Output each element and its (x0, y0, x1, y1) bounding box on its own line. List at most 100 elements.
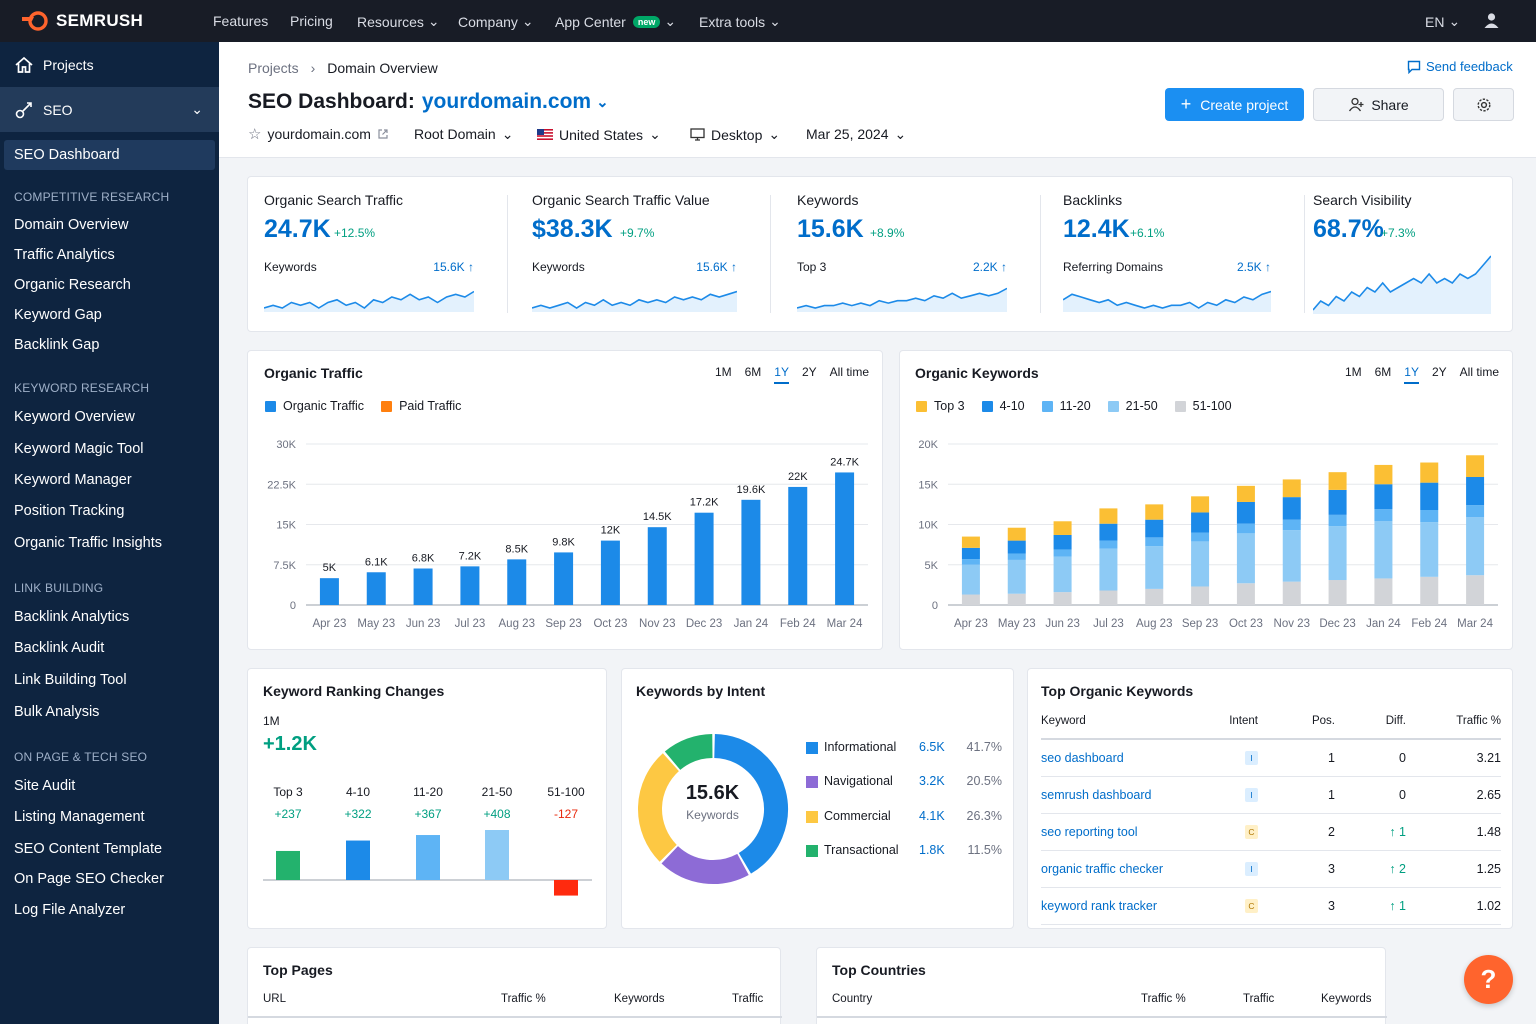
stack-segment-top-3[interactable] (1007, 527, 1026, 541)
stack-segment-21-50[interactable] (1236, 533, 1255, 584)
sidebar-seo[interactable]: SEO ⌄ (0, 87, 219, 132)
stack-segment-21-50[interactable] (1374, 521, 1393, 579)
ranking-bar-11-20[interactable] (416, 835, 440, 880)
period-tab-all-time[interactable]: All time (829, 365, 869, 379)
stack-segment-21-50[interactable] (961, 564, 980, 595)
semrush-logo[interactable]: SEMRUSH (20, 10, 143, 32)
breadcrumb-projects[interactable]: Projects (248, 60, 299, 76)
col-difficulty[interactable]: Diff. (1335, 703, 1406, 740)
keyword-link[interactable]: keyword rank tracker (1041, 898, 1158, 913)
intent-row-commercial[interactable]: Commercial 4.1K 26.3% (806, 809, 1002, 825)
legend-11-20[interactable]: 11-20 (1041, 399, 1091, 413)
root-domain-dropdown[interactable]: Root Domain ⌄ (414, 126, 513, 143)
table-row[interactable]: seo reporting tool C 2 ↑ 1 1.48 (1041, 813, 1501, 851)
kpi-organic-search-traffic[interactable]: Organic Search Traffic 24.7K +12.5% Keyword… (264, 177, 508, 332)
sidebar-item-site-audit[interactable]: Site Audit (14, 778, 76, 794)
period-tab-2y[interactable]: 2Y (1431, 365, 1447, 379)
bar-dec-23[interactable] (694, 512, 714, 605)
intent-count[interactable]: 4.1K (919, 809, 945, 823)
intent-row-transactional[interactable]: Transactional 1.8K 11.5% (806, 843, 1002, 859)
bar-nov-23[interactable] (647, 527, 667, 605)
col-countries-traffic[interactable]: Traffic (1243, 993, 1275, 1005)
help-button[interactable]: ? (1464, 955, 1513, 1004)
bar-may-23[interactable] (366, 572, 386, 605)
stack-segment-top-3[interactable] (1328, 472, 1347, 490)
user-account-icon[interactable] (1483, 12, 1500, 29)
legend-21-50[interactable]: 21-50 (1107, 399, 1158, 413)
col-keyword[interactable]: Keyword (1041, 703, 1213, 740)
table-row[interactable]: keyword rank tracker C 3 ↑ 1 1.02 (1041, 887, 1501, 925)
stack-segment-top-3[interactable] (961, 536, 980, 548)
kpi-backlinks[interactable]: Backlinks 12.4K +6.1% Referring Domains 2.5K… (1063, 177, 1305, 332)
stack-segment-51-100[interactable] (1282, 581, 1301, 605)
period-tab-6m[interactable]: 6M (744, 365, 762, 379)
date-dropdown[interactable]: Mar 25, 2024 ⌄ (806, 126, 906, 143)
col-position[interactable]: Pos. (1258, 703, 1335, 740)
stack-segment-51-100[interactable] (1007, 593, 1026, 605)
period-tab-1y[interactable]: 1Y (774, 365, 789, 384)
bar-aug-23[interactable] (507, 559, 527, 605)
stack-segment-top-3[interactable] (1282, 479, 1301, 498)
stack-segment-top-3[interactable] (1053, 521, 1072, 535)
stack-segment-51-100[interactable] (1236, 583, 1255, 605)
period-tab-all-time[interactable]: All time (1459, 365, 1499, 379)
sidebar-item-position-tracking[interactable]: Position Tracking (14, 503, 125, 519)
col-countries-keywords[interactable]: Keywords (1321, 993, 1372, 1005)
keyword-link[interactable]: seo dashboard (1041, 750, 1124, 765)
bar-feb-24[interactable] (788, 486, 808, 605)
create-project-button[interactable]: + Create project (1165, 88, 1304, 121)
period-tab-1m[interactable]: 1M (1344, 365, 1362, 379)
col-intent[interactable]: Intent (1213, 703, 1258, 740)
stack-segment-51-100[interactable] (961, 594, 980, 605)
intent-row-navigational[interactable]: Navigational 3.2K 20.5% (806, 774, 1002, 790)
stack-segment-11-20[interactable] (1328, 514, 1347, 527)
donut-slice-commercial[interactable] (638, 753, 680, 862)
legend-top-3[interactable]: Top 3 (916, 399, 965, 413)
stack-segment-11-20[interactable] (1007, 553, 1026, 560)
bar-oct-23[interactable] (600, 540, 620, 605)
bar-apr-23[interactable] (319, 578, 339, 605)
col-countries-traffic-percent[interactable]: Traffic % (1141, 993, 1186, 1005)
nav-company[interactable]: Company ⌄ (458, 13, 534, 30)
stack-segment-11-20[interactable] (1099, 540, 1118, 549)
sidebar-item-listing-management[interactable]: Listing Management (14, 809, 145, 825)
stack-segment-11-20[interactable] (1053, 549, 1072, 557)
bar-jan-24[interactable] (741, 499, 761, 605)
sidebar-projects[interactable]: Projects (0, 42, 219, 87)
sidebar-item-keyword-overview[interactable]: Keyword Overview (14, 409, 135, 425)
keyword-link[interactable]: seo reporting tool (1041, 824, 1138, 839)
sidebar-item-link-building-tool[interactable]: Link Building Tool (14, 672, 127, 688)
stack-segment-11-20[interactable] (1282, 519, 1301, 531)
sidebar-item-on-page-seo-checker[interactable]: On Page SEO Checker (14, 871, 164, 887)
col-url[interactable]: URL (263, 993, 287, 1005)
sidebar-item-organic-traffic-insights[interactable]: Organic Traffic Insights (14, 535, 163, 551)
stack-segment-4-10[interactable] (1053, 534, 1072, 550)
stack-segment-51-100[interactable] (1053, 592, 1072, 605)
col-pages-traffic[interactable]: Traffic (732, 993, 764, 1005)
stack-segment-11-20[interactable] (1374, 509, 1393, 522)
stack-segment-4-10[interactable] (1282, 497, 1301, 520)
legend-51-100[interactable]: 51-100 (1174, 399, 1232, 413)
kpi-search-visibility[interactable]: Search Visibility 68.7% +7.3% (1313, 177, 1491, 332)
stack-segment-11-20[interactable] (1145, 537, 1164, 547)
stack-segment-11-20[interactable] (1420, 510, 1439, 523)
col-traffic-percent[interactable]: Traffic % (1406, 703, 1501, 740)
sidebar-item-backlink-analytics[interactable]: Backlink Analytics (14, 609, 130, 625)
donut-slice-informational[interactable] (713, 734, 788, 874)
stack-segment-11-20[interactable] (961, 559, 980, 565)
ranking-bar-top-3[interactable] (276, 850, 300, 880)
period-tab-6m[interactable]: 6M (1374, 365, 1392, 379)
stack-segment-21-50[interactable] (1420, 522, 1439, 577)
stack-segment-21-50[interactable] (1099, 548, 1118, 591)
language-selector[interactable]: EN ⌄ (1425, 13, 1460, 30)
stack-segment-11-20[interactable] (1466, 505, 1485, 518)
legend-organic-traffic[interactable]: Organic Traffic (265, 399, 364, 413)
stack-segment-11-20[interactable] (1236, 523, 1255, 534)
stack-segment-4-10[interactable] (1099, 523, 1118, 541)
stack-segment-11-20[interactable] (1191, 532, 1210, 542)
ranking-bar-21-50[interactable] (485, 830, 509, 880)
legend-paid-traffic[interactable]: Paid Traffic (381, 399, 461, 413)
stack-segment-21-50[interactable] (1466, 517, 1485, 576)
nav-features[interactable]: Features (213, 13, 268, 29)
country-dropdown[interactable]: United States ⌄ (537, 126, 661, 143)
